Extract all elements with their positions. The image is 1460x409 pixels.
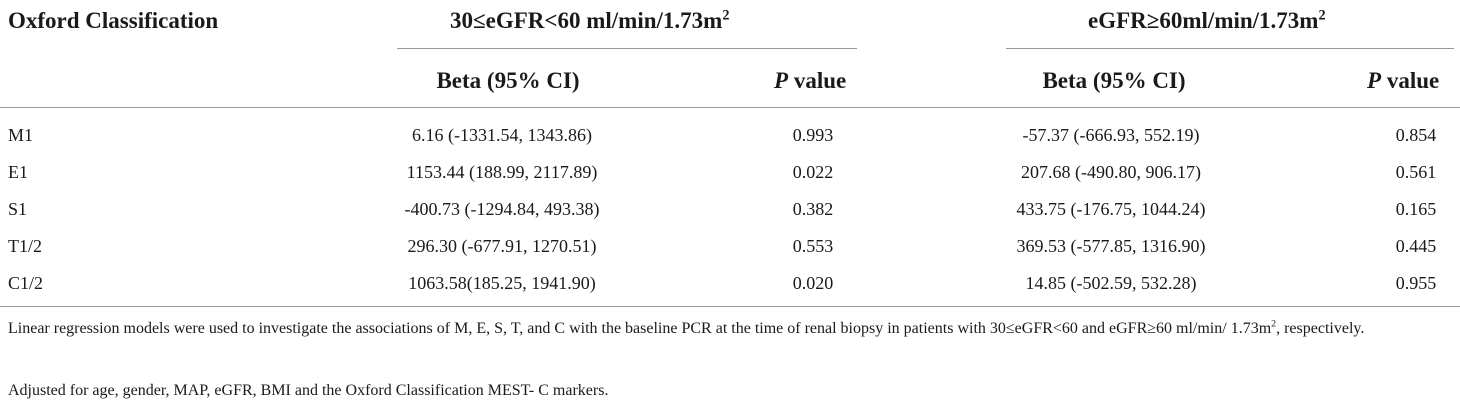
subheader-beta-2: Beta (95% CI) [1042, 68, 1186, 93]
row-label: S1 [8, 199, 28, 219]
header-bottom-rule [0, 107, 1460, 108]
row-label: E1 [8, 162, 28, 182]
p-value-cell: 0.993 [792, 125, 834, 145]
footnote-adjustment: Adjusted for age, gender, MAP, eGFR, BMI… [8, 382, 609, 399]
table-bottom-rule [0, 306, 1460, 307]
beta-cell: 296.30 (-677.91, 1270.51) [407, 236, 597, 256]
subheader-p-value-1: P value [774, 68, 847, 93]
row-label: M1 [8, 125, 34, 145]
p-value-cell: 0.445 [1395, 236, 1437, 256]
beta-cell: -400.73 (-1294.84, 493.38) [404, 199, 600, 219]
p-value-cell: 0.955 [1395, 273, 1437, 293]
group1-underline [397, 48, 857, 49]
beta-cell: 6.16 (-1331.54, 1343.86) [412, 125, 592, 145]
beta-cell: 207.68 (-490.80, 906.17) [1021, 162, 1201, 182]
subheader-p-value-2: P value [1367, 68, 1440, 93]
row-label: T1/2 [8, 236, 42, 256]
footnote-methods: Linear regression models were used to in… [8, 318, 1365, 337]
header-group-60-plus: eGFR≥60ml/min/1.73m2 [1088, 7, 1326, 33]
group2-underline [1006, 48, 1454, 49]
subheader-beta-1: Beta (95% CI) [436, 68, 580, 93]
p-value-cell: 0.561 [1395, 162, 1437, 182]
beta-cell: -57.37 (-666.93, 552.19) [1022, 125, 1200, 145]
p-value-cell: 0.165 [1395, 199, 1437, 219]
p-value-cell: 0.382 [792, 199, 834, 219]
row-label: C1/2 [8, 273, 44, 293]
header-group-30-60: 30≤eGFR<60 ml/min/1.73m2 [450, 7, 730, 33]
p-value-cell: 0.854 [1395, 125, 1437, 145]
header-oxford-classification: Oxford Classification [8, 8, 219, 33]
beta-cell: 369.53 (-577.85, 1316.90) [1016, 236, 1206, 256]
beta-cell: 1063.58(185.25, 1941.90) [408, 273, 596, 293]
p-value-cell: 0.020 [792, 273, 834, 293]
p-value-cell: 0.022 [792, 162, 834, 182]
beta-cell: 14.85 (-502.59, 532.28) [1025, 273, 1197, 293]
p-value-cell: 0.553 [792, 236, 834, 256]
beta-cell: 433.75 (-176.75, 1044.24) [1016, 199, 1206, 219]
beta-cell: 1153.44 (188.99, 2117.89) [406, 162, 598, 182]
